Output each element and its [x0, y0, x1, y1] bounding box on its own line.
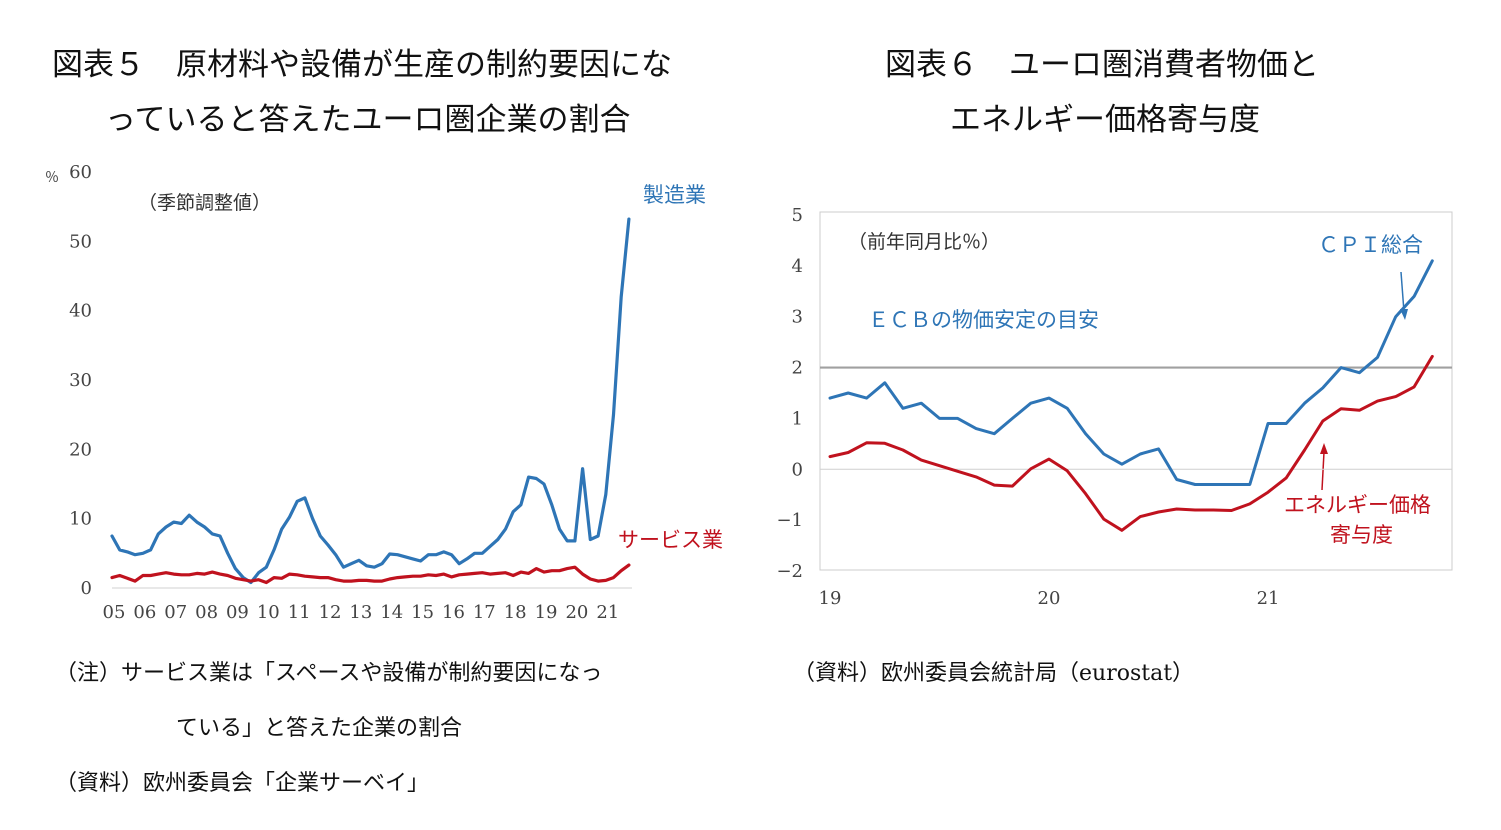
figure5-x-tick-label: 19 — [535, 602, 558, 623]
figure5-y-tick-label: 40 — [69, 301, 92, 322]
figure5-services-line — [110, 563, 631, 585]
figure6-x-tick-label: 19 — [819, 588, 842, 609]
figure5-x-tick-label: 06 — [133, 602, 156, 623]
figure6-plot-area — [819, 211, 1453, 571]
figure5-unit: ％ — [45, 170, 59, 186]
figure5-x-tick-label: 20 — [565, 602, 588, 623]
figure6-y-tick-label: 0 — [792, 459, 803, 480]
figure6-y-tick-label: −1 — [776, 510, 803, 531]
figure6-title-line2: エネルギー価格寄与度 — [950, 102, 1260, 138]
figure5-x-tick-label: 21 — [596, 602, 619, 623]
figure5-label-manufacturing: 製造業 — [643, 183, 706, 207]
figure5-x-tick-label: 05 — [103, 602, 126, 623]
figure5-x-tick-label: 17 — [473, 602, 496, 623]
figure5-annotation: （季節調整値） — [138, 192, 271, 214]
figure5-note-line1: （注）サービス業は「スペースや設備が制約要因になっ — [55, 661, 603, 686]
figure6-energy-arrowhead — [1320, 443, 1328, 454]
figure6-title-line1: 図表６ ユーロ圏消費者物価と — [885, 47, 1319, 83]
figure5-x-tick-label: 11 — [288, 602, 311, 623]
figure6-label-energy-line1: エネルギー価格 — [1284, 493, 1431, 517]
figure6-energy-line — [828, 354, 1434, 532]
figure5-x-tick-label: 13 — [349, 602, 372, 623]
figure5-x-tick-label: 16 — [442, 602, 465, 623]
figure5-x-tick-label: 18 — [504, 602, 527, 623]
figure5-x-tick-label: 08 — [195, 602, 218, 623]
figure6-label-target: ＥＣＢの物価安定の目安 — [868, 308, 1099, 332]
figure6-y-tick-label: 1 — [792, 408, 803, 429]
figure6-energy-arrow-line — [1321, 451, 1325, 491]
figure5-source: （資料）欧州委員会「企業サーベイ」 — [55, 771, 430, 796]
figure5-x-tick-label: 12 — [319, 602, 342, 623]
figure5-y-tick-label: 10 — [69, 509, 92, 530]
figure5-title-line2: っていると答えたユーロ圏企業の割合 — [105, 102, 631, 138]
figure5-y-tick-label: 20 — [69, 439, 92, 460]
figure5-x-tick-label: 07 — [164, 602, 187, 623]
figure5-label-services: サービス業 — [618, 528, 723, 552]
figure5-x-tick-label: 10 — [257, 602, 280, 623]
figure6-label-energy-line2: 寄与度 — [1330, 523, 1393, 547]
figure6-y-tick-label: −2 — [776, 561, 803, 582]
figure5-note-line2: ている」と答えた企業の割合 — [176, 716, 463, 741]
figure6-cpi-arrow-line — [1400, 271, 1405, 313]
figure5-plot-area — [112, 172, 632, 588]
figure6-y-tick-label: 2 — [792, 358, 803, 379]
figure5-y-tick-label: 50 — [69, 231, 92, 252]
figure5-y-tick-label: 0 — [81, 578, 92, 599]
figure5-x-tick-label: 09 — [226, 602, 249, 623]
figure6-source: （資料）欧州委員会統計局（eurostat） — [793, 661, 1195, 686]
figure6-chart: （前年同月比％） ＣＰＩ総合 ＥＣＢの物価安定の目安 エネルギー価格 寄与度 −… — [776, 205, 1453, 609]
figure6-annotation: （前年同月比％） — [848, 231, 1000, 253]
figure5-x-tick-label: 15 — [411, 602, 434, 623]
figure5-title-line1: 図表５ 原材料や設備が生産の制約要因にな — [52, 47, 672, 83]
figure5-y-tick-label: 60 — [69, 162, 92, 183]
figure6-cpi-line — [828, 259, 1434, 486]
figure5-chart: ％ （季節調整値） 製造業 サービス業 0 10 20 30 40 50 60 05 06 07 0… — [45, 162, 723, 623]
figure5-y-tick-label: 30 — [69, 370, 92, 391]
figure6-y-tick-label: 3 — [792, 307, 803, 328]
figure6-x-tick-label: 21 — [1257, 588, 1280, 609]
figure6-x-tick-label: 20 — [1038, 588, 1061, 609]
figure6-y-tick-label: 4 — [792, 256, 803, 277]
figure6-label-cpi: ＣＰＩ総合 — [1318, 233, 1423, 257]
figure5-x-tick-label: 14 — [380, 602, 403, 623]
figure5-manufacturing-line — [110, 217, 631, 585]
figure6-y-tick-label: 5 — [792, 205, 803, 226]
